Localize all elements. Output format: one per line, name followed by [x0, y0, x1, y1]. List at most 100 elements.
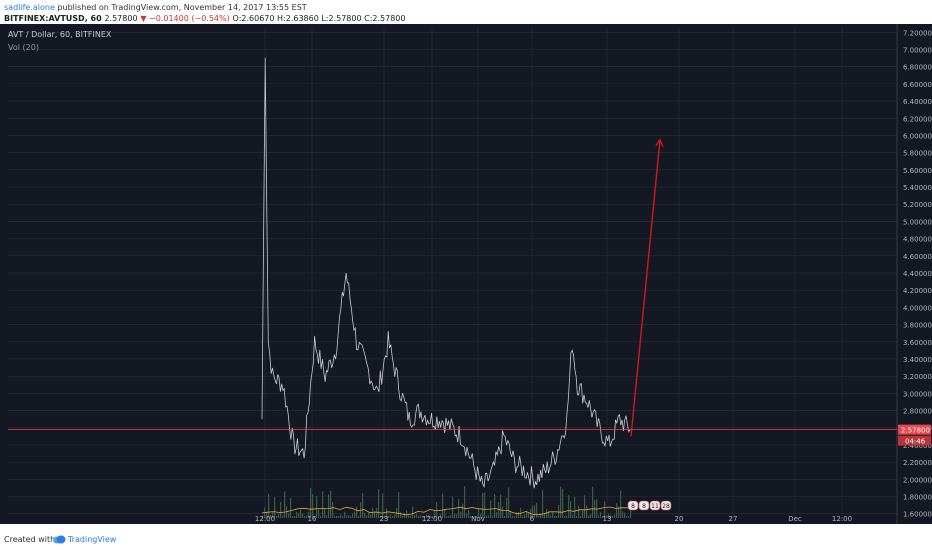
x-tick-label: 6: [530, 515, 535, 523]
volume-bar: [612, 515, 614, 518]
last-price-label: 2.57800: [901, 427, 930, 435]
y-tick-label: 6.00000: [903, 132, 932, 140]
price-chart[interactable]: 7.20000 7.00000 6.80000 6.60000 6.40000 6.200…: [0, 24, 932, 524]
x-tick-label: Dec: [788, 515, 802, 523]
last-price: 2.57800: [104, 14, 138, 23]
volume-bar: [592, 486, 594, 518]
y-tick-label: 4.00000: [903, 304, 932, 312]
volume-bar: [436, 502, 438, 518]
volume-bar: [602, 516, 604, 518]
volume-bar: [526, 510, 528, 518]
volume-bar: [528, 512, 530, 518]
y-tick-label: 3.40000: [903, 356, 932, 364]
volume-bar: [334, 515, 336, 518]
volume-bar: [508, 487, 510, 518]
y-tick-label: 6.80000: [903, 64, 932, 72]
symbol-name: BITFINEX:AVTUSD, 60: [4, 14, 102, 23]
y-tick-label: 7.00000: [903, 46, 932, 54]
y-tick-label: 4.60000: [903, 253, 932, 261]
volume-bar: [406, 510, 408, 518]
x-tick-label: 23: [380, 515, 389, 523]
publisher-link[interactable]: sadlife.alone: [4, 3, 55, 12]
volume-bar: [434, 509, 436, 518]
volume-bar: [598, 515, 600, 518]
volume-bar: [534, 505, 536, 518]
volume-bar: [566, 515, 568, 518]
x-tick-label: 12:00: [832, 515, 852, 523]
tradingview-link[interactable]: TradingView: [68, 535, 117, 544]
y-tick-label: 2.00000: [903, 476, 932, 484]
volume-bar: [614, 514, 616, 518]
volume-bar: [398, 492, 400, 518]
volume-bar: [620, 490, 622, 518]
volume-bar: [472, 515, 474, 518]
volume-bar: [288, 513, 290, 518]
countdown-label: 04:46: [905, 438, 926, 446]
volume-bar: [294, 515, 296, 518]
volume-bar: [262, 515, 264, 518]
volume-bar: [550, 515, 552, 518]
svg-text:8: 8: [631, 503, 635, 510]
last-price-tag: [898, 424, 931, 435]
volume-bar: [616, 503, 618, 518]
volume-bar: [510, 511, 512, 518]
volume-bar: [502, 506, 504, 518]
volume-bar: [404, 513, 406, 518]
volume-bar: [266, 512, 268, 518]
y-tick-label: 3.80000: [903, 322, 932, 330]
volume-bar: [300, 509, 302, 518]
volume-bar: [504, 515, 506, 518]
volume-badge: 8: [638, 500, 650, 511]
volume-bar: [362, 492, 364, 518]
volume-bar: [542, 490, 544, 518]
volume-bar: [364, 513, 366, 518]
volume-bar: [356, 506, 358, 518]
y-tick-label: 4.20000: [903, 287, 932, 295]
y-tick-label: 2.80000: [903, 408, 932, 416]
volume-bar: [418, 515, 420, 518]
price-change: ▼ −0.01400 (−0.54%): [140, 14, 230, 23]
volume-bar: [302, 513, 304, 518]
y-tick-label: 5.40000: [903, 184, 932, 192]
created-with-text: Created with: [4, 535, 56, 544]
volume-bar: [348, 515, 350, 518]
volume-bar: [622, 511, 624, 518]
indicator-label: Vol (20): [8, 43, 39, 52]
price-line: [261, 57, 631, 489]
volume-bar: [532, 505, 534, 518]
volume-bar: [438, 515, 440, 518]
volume-bar: [332, 501, 334, 518]
y-tick-label: 5.80000: [903, 150, 932, 158]
y-tick-label: 3.00000: [903, 390, 932, 398]
volume-bar: [448, 515, 450, 518]
volume-bar: [564, 515, 566, 518]
volume-bar: [610, 515, 612, 518]
y-tick-label: 6.20000: [903, 115, 932, 123]
volume-bar: [276, 515, 278, 518]
volume-bar: [394, 514, 396, 518]
volume-bar: [548, 511, 550, 518]
volume-bar: [314, 515, 316, 518]
volume-bar: [304, 516, 306, 518]
volume-bar: [372, 507, 374, 518]
volume-bar: [588, 515, 590, 518]
volume-bar: [450, 515, 452, 518]
volume-bar: [568, 495, 570, 518]
volume-bar: [344, 511, 346, 518]
volume-bar: [338, 515, 340, 518]
volume-bar: [486, 515, 488, 518]
y-tick-label: 3.60000: [903, 339, 932, 347]
volume-bar: [454, 513, 456, 518]
volume-bar: [552, 512, 554, 518]
volume-bar: [560, 486, 562, 518]
svg-text:8: 8: [642, 503, 646, 510]
volume-bar: [440, 514, 442, 518]
volume-bar: [578, 505, 580, 518]
y-tick-label: 4.40000: [903, 270, 932, 278]
volume-bar: [322, 491, 324, 518]
chart-area[interactable]: 7.20000 7.00000 6.80000 6.60000 6.40000 6.200…: [0, 24, 932, 524]
volume-bar: [626, 515, 628, 518]
symbol-line: BITFINEX:AVTUSD, 60 2.57800 ▼ −0.01400 (…: [4, 14, 405, 23]
ohlc-values: O:2.60670 H:2.63860 L:2.57800 C:2.57800: [232, 14, 406, 23]
volume-bar: [468, 510, 470, 518]
